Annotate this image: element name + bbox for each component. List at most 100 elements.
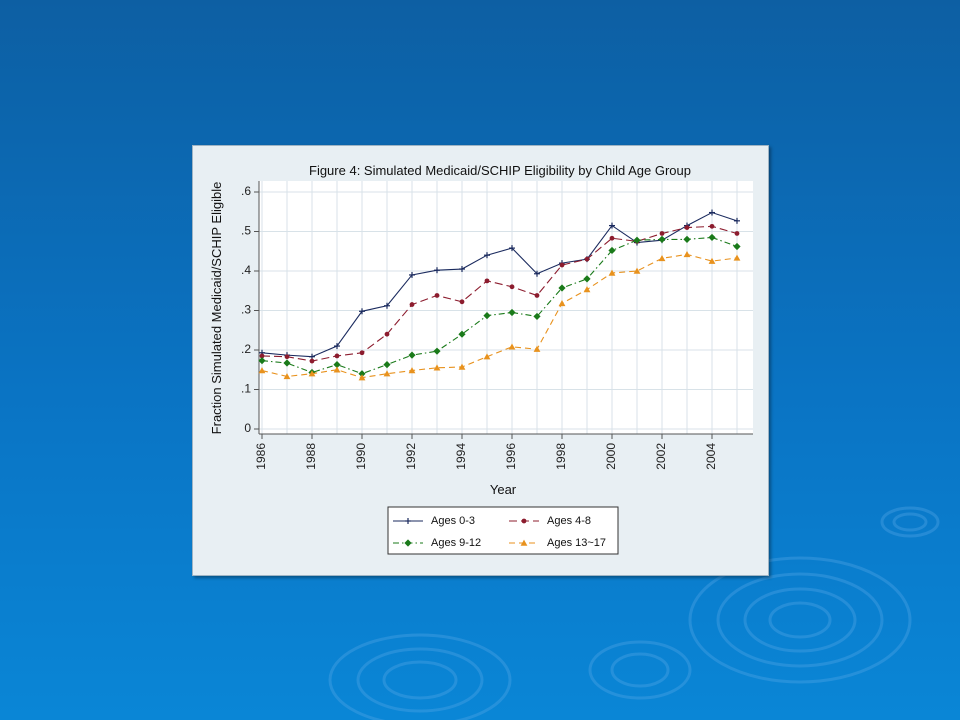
y-axis-ticks: 0 .1 .2 .3 .4 .5 .6 xyxy=(241,184,259,435)
legend-marker xyxy=(520,539,528,546)
y-tick-label: .4 xyxy=(241,263,251,277)
data-point xyxy=(333,361,341,369)
chart-title: Figure 4: Simulated Medicaid/SCHIP Eligi… xyxy=(309,163,691,178)
data-point xyxy=(284,354,290,360)
data-point xyxy=(734,217,740,224)
x-tick-label: 1992 xyxy=(404,443,418,470)
data-point xyxy=(283,359,291,367)
x-tick-label: 1994 xyxy=(454,443,468,470)
series-group xyxy=(258,209,741,381)
data-point xyxy=(533,312,541,321)
data-point xyxy=(484,278,490,284)
series-line xyxy=(261,236,738,375)
legend-label: Ages 13~17 xyxy=(547,537,606,549)
data-point xyxy=(709,209,715,216)
data-point xyxy=(483,353,491,360)
legend-marker xyxy=(405,518,411,524)
data-point xyxy=(508,343,516,350)
data-point xyxy=(408,351,416,359)
x-tick-label: 2002 xyxy=(654,443,668,470)
x-axis-ticks: 1986 1988 1990 1992 1994 1996 1998 2000 2002 2004 xyxy=(254,434,718,470)
data-point xyxy=(534,270,540,277)
data-point xyxy=(483,312,491,320)
data-point xyxy=(333,366,341,373)
data-point xyxy=(334,343,340,350)
figure-panel: 0.1.2.3.4.5.6 1986 1988 1990 1992 1994 1996 19… xyxy=(192,145,769,576)
data-point xyxy=(433,347,441,355)
data-point xyxy=(459,266,465,273)
data-point xyxy=(733,242,741,251)
legend-label: Ages 9-12 xyxy=(431,537,481,549)
data-point xyxy=(683,235,691,243)
data-point xyxy=(258,357,266,365)
data-point xyxy=(409,302,415,307)
data-point xyxy=(633,267,641,274)
legend-label: Ages 0-3 xyxy=(431,515,475,527)
data-point xyxy=(459,299,465,305)
y-tick-label: .5 xyxy=(241,224,251,238)
data-point xyxy=(359,308,365,315)
y-axis-title: Fraction Simulated Medicaid/SCHIP Eligib… xyxy=(209,182,224,435)
data-point xyxy=(683,251,691,258)
data-point xyxy=(559,262,565,268)
legend-marker xyxy=(521,518,527,524)
x-tick-label: 1990 xyxy=(354,443,368,470)
data-point xyxy=(708,233,716,242)
data-point xyxy=(384,331,390,337)
grid xyxy=(259,181,753,434)
legend-item: Ages 4-8 xyxy=(509,515,591,527)
data-point xyxy=(733,254,741,261)
x-axis-title: Year xyxy=(490,482,517,497)
data-point xyxy=(359,350,365,356)
plot-area xyxy=(259,181,753,434)
data-point xyxy=(434,293,440,298)
legend-marker xyxy=(404,539,412,547)
x-tick-label: 2004 xyxy=(704,443,718,470)
data-point xyxy=(484,252,490,259)
x-tick-label: 1998 xyxy=(554,443,568,470)
data-point xyxy=(309,358,315,364)
data-point xyxy=(458,330,466,338)
data-point xyxy=(584,256,590,262)
data-point xyxy=(458,363,466,370)
x-tick-label: 1996 xyxy=(504,443,518,470)
data-point xyxy=(534,293,540,298)
data-point xyxy=(358,370,366,378)
data-point xyxy=(633,236,641,244)
data-point xyxy=(608,269,616,276)
data-point xyxy=(384,302,390,309)
data-point xyxy=(383,361,391,369)
x-tick-label: 1986 xyxy=(254,443,268,470)
data-point xyxy=(358,374,366,381)
x-tick-label: 1988 xyxy=(304,443,318,470)
data-point xyxy=(708,257,716,264)
data-point xyxy=(259,353,265,359)
series-4 xyxy=(258,251,741,381)
data-point xyxy=(308,370,316,377)
data-point xyxy=(709,223,715,229)
y-tick-label: .1 xyxy=(241,382,251,396)
data-point xyxy=(283,373,291,380)
data-point xyxy=(533,345,541,352)
data-point xyxy=(433,364,441,371)
legend-item: Ages 0-3 xyxy=(393,515,475,527)
data-point xyxy=(383,370,391,377)
series-line xyxy=(261,225,738,362)
line-chart: 0.1.2.3.4.5.6 1986 1988 1990 1992 1994 1996 19… xyxy=(209,163,753,555)
data-point xyxy=(609,235,615,241)
data-point xyxy=(658,235,666,243)
data-point xyxy=(684,225,690,230)
data-point xyxy=(609,222,615,229)
y-tick-label: .6 xyxy=(241,184,251,198)
data-point xyxy=(558,299,566,307)
y-tick-label: 0 xyxy=(244,421,251,435)
data-point xyxy=(408,367,416,374)
data-point xyxy=(659,231,665,236)
legend-item: Ages 9-12 xyxy=(393,537,481,549)
data-point xyxy=(658,254,666,262)
legend-label: Ages 4-8 xyxy=(547,515,591,527)
legend-box xyxy=(387,506,619,555)
legend: Ages 0-3 Ages 4-8 Ages 9-12 Ages 13~17 xyxy=(387,506,619,555)
data-point xyxy=(409,271,415,278)
